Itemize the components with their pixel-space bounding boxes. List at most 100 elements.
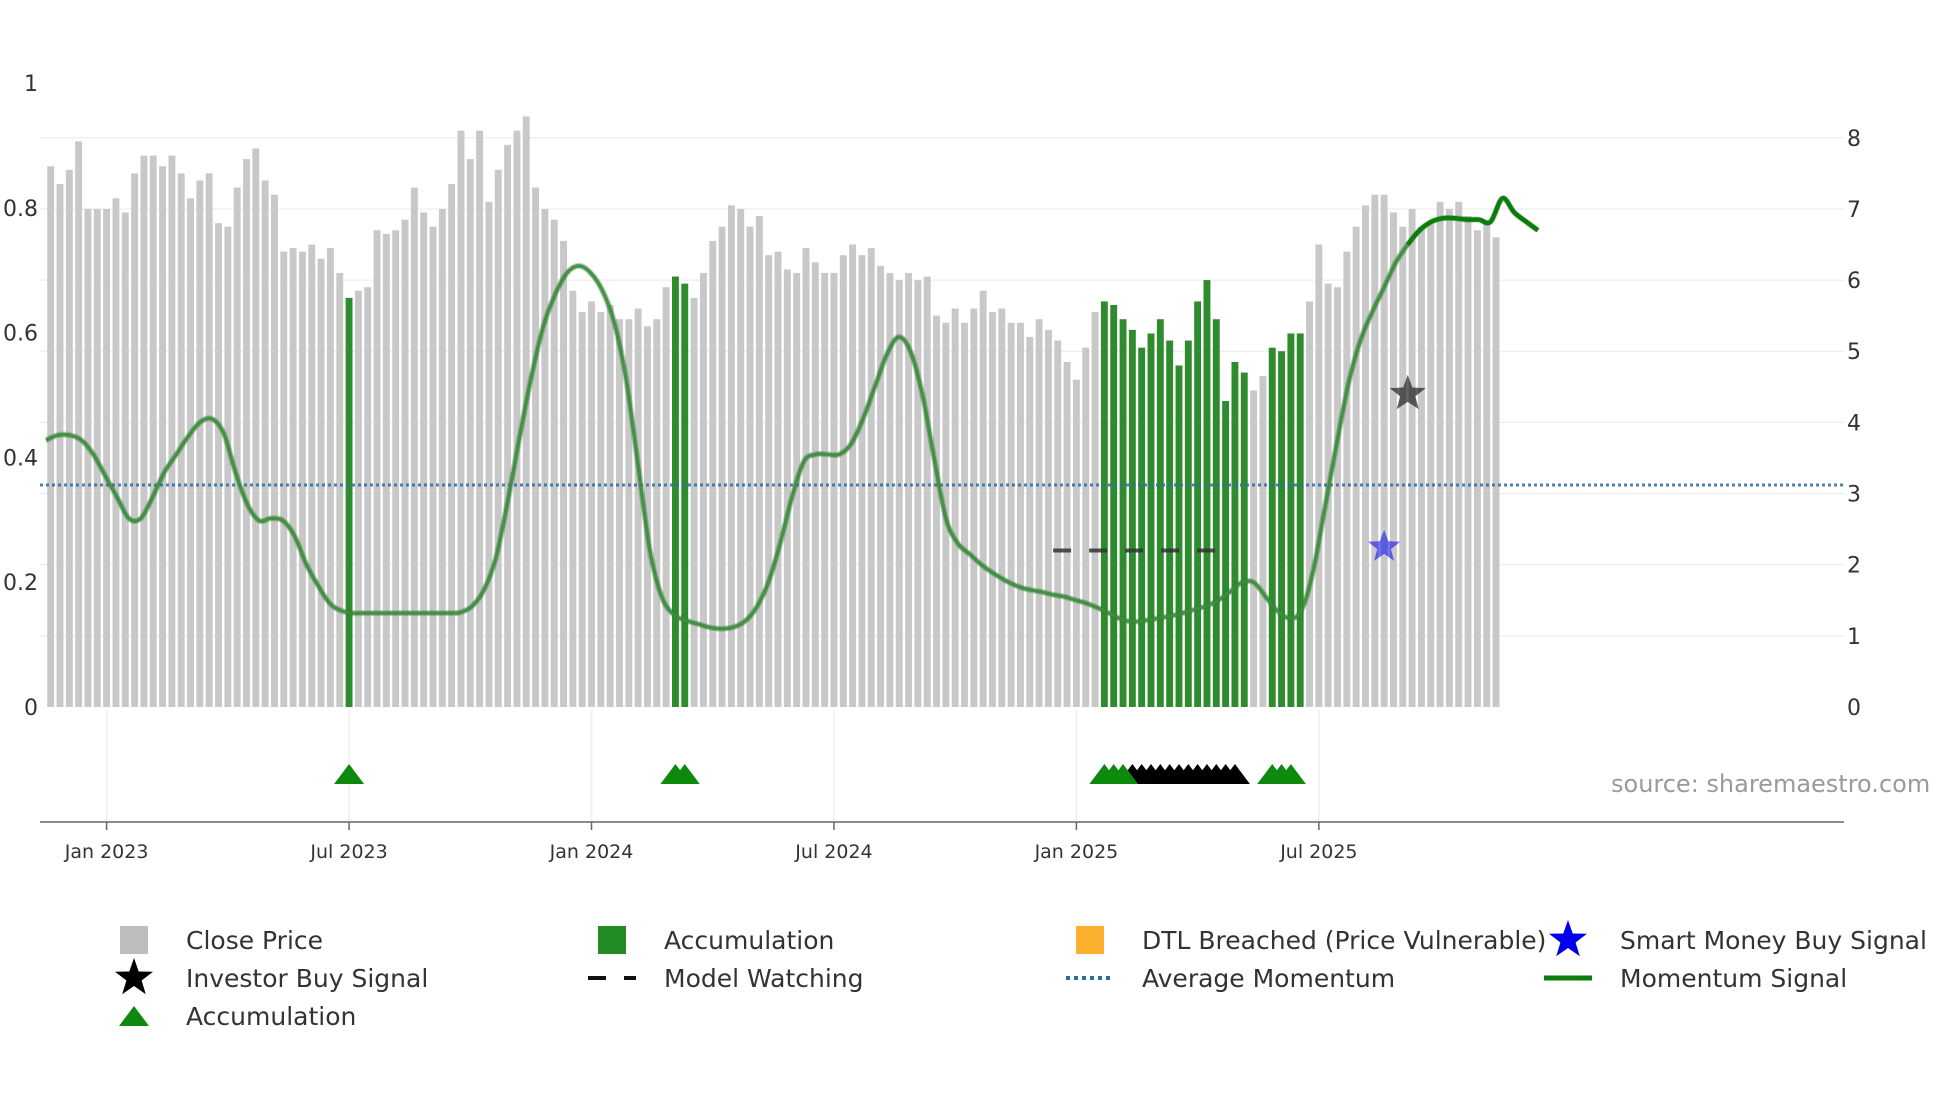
accumulation-marker: [334, 764, 365, 784]
legend-investor-label: Investor Buy Signal: [186, 963, 429, 993]
close-price-bar: [233, 187, 241, 708]
right-tick-label: 8: [1847, 127, 1861, 152]
accumulation-bar: [1138, 347, 1146, 707]
close-price-bar: [373, 230, 381, 707]
accumulation-bar: [1147, 333, 1155, 707]
close-price-bar: [336, 272, 344, 707]
close-price-bar: [933, 315, 940, 707]
accumulation-bar: [345, 297, 353, 707]
close-price-bar: [149, 155, 157, 707]
accumulation-markers: [334, 764, 1306, 784]
close-price-bar: [1483, 223, 1491, 707]
close-price-bar: [858, 255, 866, 707]
close-price-bar: [727, 205, 735, 707]
close-price-bar: [196, 180, 204, 707]
close-price-bar: [550, 219, 558, 707]
legend-accumulation-bar-label: Accumulation: [664, 925, 835, 955]
close-price-bar: [1417, 226, 1425, 708]
x-tick-label: Jul 2025: [1279, 841, 1357, 863]
close-price-bar: [970, 308, 978, 707]
accumulation-bar: [1194, 301, 1202, 707]
legend: Close Price Accumulation DTL Breached (P…: [100, 920, 1927, 1040]
close-price-bar: [699, 272, 707, 707]
accumulation-bar: [1268, 347, 1276, 707]
close-price-bar: [1371, 194, 1379, 707]
close-price-bar: [867, 248, 875, 707]
close-price-bar: [382, 233, 390, 708]
legend-momentum-signal-label: Momentum Signal: [1620, 963, 1848, 993]
accumulation-bar: [1240, 372, 1248, 707]
close-price-bar: [951, 308, 959, 707]
left-tick-label: 0.2: [3, 571, 38, 596]
accumulation-bar: [1128, 329, 1136, 707]
right-tick-label: 5: [1847, 340, 1861, 365]
close-price-bar: [1306, 301, 1313, 707]
x-tick-label: Jan 2024: [549, 841, 634, 863]
legend-close-price-label: Close Price: [186, 925, 324, 955]
momentum-signal-line: [45, 196, 1540, 631]
accumulation-marker: [1108, 764, 1139, 784]
close-price-bar: [793, 272, 801, 707]
close-price-bar: [1362, 205, 1369, 707]
accumulation-bar: [1287, 333, 1295, 707]
close-price-bar: [522, 116, 530, 707]
accumulation-marker-black: [1219, 764, 1250, 784]
close-price-bar: [746, 226, 754, 708]
close-price-bar: [1315, 244, 1323, 707]
x-tick-label: Jan 2023: [64, 841, 149, 863]
smart-money-star-icon: [1549, 920, 1587, 957]
close-price-bar: [224, 226, 232, 708]
accumulation-marker: [669, 764, 700, 784]
close-price-bar: [830, 272, 838, 707]
close-price-bar: [298, 251, 306, 707]
close-price-bar: [774, 251, 782, 707]
legend-accumulation-marker: Accumulation: [110, 998, 356, 1034]
close-price-bar: [690, 297, 698, 707]
close-price-bar: [616, 319, 623, 707]
legend-smart-money-label: Smart Money Buy Signal: [1620, 925, 1927, 955]
right-tick-label: 6: [1847, 269, 1861, 294]
close-price-bar: [103, 208, 111, 708]
close-price-bar: [1259, 376, 1267, 707]
legend-model-watching: Model Watching: [588, 960, 864, 996]
dtl-swatch: [1076, 926, 1104, 954]
close-price-bar: [56, 184, 64, 708]
close-price-bar: [1464, 216, 1472, 707]
axes: Jan 2023 Jul 2023 Jan 2024 Jul 2024 Jan 2025…: [3, 72, 1861, 863]
accumulation-bars: [345, 276, 1304, 707]
close-price-bar: [448, 184, 456, 708]
close-price-bar: [364, 287, 372, 707]
legend-dtl-breached: DTL Breached (Price Vulnerable): [1066, 922, 1546, 958]
close-price-bar: [1343, 251, 1351, 707]
accumulation-bar: [1184, 340, 1192, 707]
close-price-bar: [541, 208, 549, 708]
close-price-bar: [1054, 340, 1062, 707]
accumulation-bar: [681, 283, 689, 707]
close-price-bar: [457, 130, 465, 707]
close-price-bar: [1408, 208, 1416, 708]
accumulation-marker: [1275, 764, 1306, 784]
close-price-bar: [131, 173, 139, 707]
close-price-bar: [1035, 319, 1043, 707]
accumulation-bar: [1212, 319, 1220, 707]
x-tick-label: Jul 2023: [309, 841, 387, 863]
close-price-bar: [532, 187, 540, 708]
close-price-bar: [392, 230, 400, 707]
close-price-bars: [47, 116, 1500, 708]
close-price-bar: [802, 248, 810, 707]
close-price-bar: [121, 212, 129, 707]
close-price-bar: [1063, 361, 1071, 707]
close-price-bar: [187, 198, 194, 707]
close-price-bar: [1007, 322, 1015, 707]
legend-accumulation-bar: Accumulation: [588, 922, 834, 958]
right-tick-label: 1: [1847, 625, 1861, 650]
close-price-bar: [65, 169, 73, 707]
close-price-bar: [737, 208, 745, 708]
accumulation-bar: [1222, 401, 1230, 707]
close-price-bar: [560, 240, 567, 707]
close-price-bar: [653, 319, 661, 707]
left-tick-label: 0.8: [3, 197, 38, 222]
close-price-bar: [1427, 223, 1435, 707]
accumulation-bar: [1100, 301, 1108, 707]
close-price-bar: [168, 155, 176, 707]
